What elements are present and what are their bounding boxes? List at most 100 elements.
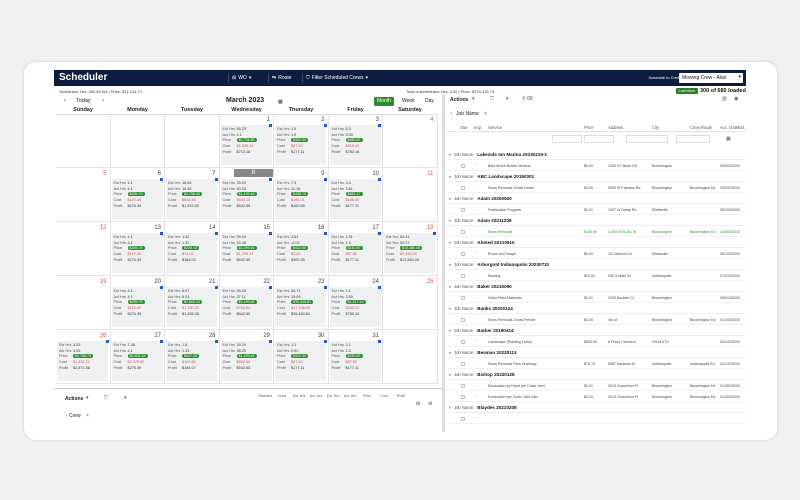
calendar-day-cell[interactable]: 25 [383,277,438,330]
calendar-day-cell[interactable]: 22 Est Hrs 39.29 Act Hrs 37.11 Price $1,199.46… [219,277,274,330]
job-row[interactable]: ☆ Snow Removal $100.00 2,000.00 $ 261 W Bloo… [446,226,746,237]
calendar-day-cell[interactable] [383,331,438,384]
day-summary[interactable]: Est Hrs 4.1 Act Hrs 4.1 Price $395.79 Cost $119… [111,179,163,219]
job-group-row[interactable]: ▾ Job Name: Barker 20190424 [446,325,746,336]
chevron-down-icon[interactable]: ▾ [448,371,452,377]
job-row[interactable]: ☆ Prune and Shape $0.00 101 Allwood Dr Ellet… [446,248,746,259]
day-summary[interactable]: Est Hrs 6.07 Act Hrs 6.03 Price $1,800.34 Cost… [166,287,217,327]
job-row[interactable]: ☆ Snow Removal–Snow Fester $0.00 5005 W Fai… [446,182,746,193]
day-summary[interactable]: Est Hrs 16.64 Act Hrs 16.45 Price $2,798.65 Co… [166,179,217,219]
job-group-row[interactable]: ▾ Job Name: Bishop 20220128 [446,369,746,380]
calendar-day-cell[interactable]: 27 Est Hrs 7.46 Act Hrs 4.1 Price $2,502.18 Cos… [110,331,165,384]
column-header[interactable]: Acc. Date [720,125,739,130]
day-summary[interactable]: Est Hrs 1.5 Act Hrs 1.33 Price $427.28 Cost $10… [166,341,217,381]
calendar-day-cell[interactable]: 14 Est Hrs 1.32 Act Hrs 1.32 Price $208.13 Cost… [165,223,220,276]
job-row[interactable]: ☆ Fertilization Program $0.00 1057 W Delap … [446,204,746,215]
calendar-day-cell[interactable]: 28 Est Hrs 1.5 Act Hrs 1.33 Price $427.28 Cost $… [165,331,220,384]
filter-icon[interactable]: ⛉ [490,96,494,102]
star-icon[interactable]: ☆ [474,339,478,343]
calendar-day-cell[interactable] [56,115,111,168]
column-header[interactable]: Est. [738,125,746,130]
calendar-day-cell[interactable]: 12 [56,223,111,276]
day-summary[interactable]: Est Hrs 7.46 Act Hrs 4.1 Price $2,502.18 Cost $… [111,341,163,381]
day-summary[interactable]: Est Hrs 3.4 Act Hrs 3.61 Price $552.17 Cost $18… [329,179,381,219]
calendar-day-cell[interactable]: 9 Est Hrs 7.9 Act Hrs 11.15 Price $438.75 Cost $… [274,169,329,222]
filter-crews-button[interactable]: ⛉ Filter Scheduled Crews ▾ [302,73,371,83]
star-icon[interactable]: ☆ [474,416,478,420]
chevron-right-icon[interactable]: › [102,98,104,104]
star-icon[interactable]: ☆ [474,273,478,277]
day-summary[interactable]: Est Hrs 3.03 Act Hrs 3.03 Price $4,758.75 Cost… [57,341,108,381]
star-icon[interactable]: ☆ [474,317,478,321]
column-header[interactable]: Address [608,125,624,130]
chevron-down-icon[interactable]: ▾ [472,96,475,102]
row-checkbox[interactable] [461,384,465,388]
calendar-day-cell[interactable]: 2 Est Hrs 1.9 Act Hrs 1.9 Price $302.00 Cost $97… [274,115,329,168]
calendar-day-cell[interactable]: 24 Est Hrs 2.1 Act Hrs 2.55 Price $1,317.13 Cos… [328,277,383,330]
chevron-down-icon[interactable]: ▾ [448,217,452,223]
calendar-icon[interactable]: ▦ [278,99,283,105]
calendar-day-cell[interactable]: 7 Est Hrs 16.64 Act Hrs 16.45 Price $2,798.65 C… [165,169,220,222]
calendar-day-cell[interactable] [110,115,165,168]
column-header[interactable]: Service [488,125,502,130]
price-filter-input[interactable] [584,135,614,143]
filter-icon[interactable]: ⛉ [104,395,108,401]
day-summary[interactable]: Est Hrs 39.29 Act Hrs 37.11 Price $1,199.46 Co… [220,287,272,327]
calendar-day-cell[interactable]: 15 Est Hrs 39.29 Act Hrs 40.45 Price $2,299.46… [219,223,274,276]
day-summary[interactable]: Est Hrs 2.1 Act Hrs 2.3 Price $240.87 Cost $97.… [329,341,381,381]
star-icon[interactable]: ☆ [474,251,478,255]
wo-dropdown[interactable]: ⊞ WO ▾ [228,73,254,83]
row-checkbox[interactable] [461,164,465,168]
star-icon[interactable]: ☆ [474,207,478,211]
calendar-day-cell[interactable]: 21 Est Hrs 6.07 Act Hrs 6.03 Price $1,800.34 Co… [165,277,220,330]
job-group-row[interactable]: ▾ Job Name: Adam 20211208 [446,215,746,226]
job-group-row[interactable]: ▾ Job Name: Adam 20200920 [446,193,746,204]
calendar-day-cell[interactable]: 31 Est Hrs 2.1 Act Hrs 2.3 Price $240.87 Cost $9… [328,331,383,384]
city-filter-input[interactable] [676,135,710,143]
star-icon[interactable]: ☆ [474,295,478,299]
day-summary[interactable]: Est Hrs 55.23 Act Hrs 4.1 Price $3,794.85 Cost… [220,125,272,165]
job-group-row[interactable]: ▾ Job Name: ABC Landscape 20190301 [446,171,746,182]
chevron-down-icon[interactable]: ▾ [124,395,127,401]
calendar-day-cell[interactable]: 29 Est Hrs 39.29 Act Hrs 38.20 Price $1,199.46… [219,331,274,384]
job-row[interactable]: ☆ Mowing $20.00 200 S Main St Indianapolis 07… [446,270,746,281]
day-summary[interactable]: Est Hrs 3.61 Act Hrs -0.02 Price $402.00 Cost $… [275,233,326,273]
calendar-day-cell[interactable]: 18 Est Hrs 54.41 Act Hrs 52.27 Price $15,380.0… [383,223,438,276]
chevron-down-icon[interactable]: ▾ [86,395,89,401]
column-header[interactable]: Imp [474,125,481,130]
day-summary[interactable]: Est Hrs 39.29 Act Hrs 40.26 Price $1,199.46 Co… [220,179,272,219]
right-actions-menu[interactable]: Actions [450,97,469,103]
star-icon[interactable]: ☆ [474,163,478,167]
row-checkbox[interactable] [461,230,465,234]
chevron-down-icon[interactable]: ▾ [448,261,452,267]
chevron-down-icon[interactable]: ▾ [506,96,509,102]
job-group-row[interactable]: ▾ Job Name: Arborgold Indianapolis 2023073… [446,259,746,270]
calendar-day-cell[interactable]: 23 Est Hrs 34.71 Act Hrs 15.09 Price $30,446.8… [274,277,329,330]
chevron-down-icon[interactable]: ▾ [448,327,452,333]
row-checkbox[interactable] [461,186,465,190]
job-group-row[interactable]: ▾ Job Name: Blaydes 20210208 [446,402,746,413]
calendar-day-cell[interactable]: 8 Est Hrs 39.29 Act Hrs 40.26 Price $1,199.46 C… [219,169,274,222]
job-row[interactable]: ☆ Bark Mulch Bustle Medium $0.00 1000 S Fai… [446,160,746,171]
calendar-day-cell[interactable]: 3 Est Hrs 8.3 Act Hrs 5.35 Price $960.87 Cost $3… [328,115,383,168]
day-summary[interactable]: Est Hrs 7.9 Act Hrs 11.15 Price $438.75 Cost $1… [275,179,326,219]
job-row[interactable]: ☆ Snow Removal–Snow Feeder $0.00 3rd st Bloo… [446,314,746,325]
job-row[interactable]: ☆ Excavation by Hand per Cubic Yard $0.00 2… [446,380,746,391]
column-header[interactable]: Crew Route [690,125,713,130]
calendar-day-cell[interactable]: 10 Est Hrs 3.4 Act Hrs 3.61 Price $552.17 Cost $… [328,169,383,222]
day-summary[interactable]: Est Hrs 39.29 Act Hrs 40.45 Price $2,299.46 Co… [220,233,272,273]
job-row[interactable]: ☆ Snow Removal Plow Driveway $75.75 5587 Me… [446,358,746,369]
add-icon[interactable]: ⊞ [416,401,421,407]
star-icon[interactable]: ☆ [474,383,478,387]
settings-icon[interactable]: ⚙ [428,401,433,407]
crew-select[interactable]: Mowing Crew - Alan [679,73,743,83]
close-icon[interactable]: × [86,413,89,419]
row-checkbox[interactable] [461,417,465,421]
day-summary[interactable]: Est Hrs 1.9 Act Hrs 1.9 Price $302.00 Cost $97.… [275,125,326,165]
chevron-down-icon[interactable]: ▾ [448,239,452,245]
star-icon[interactable]: ☆ [474,229,478,233]
panel-splitter[interactable] [442,94,445,432]
chevron-down-icon[interactable]: ▾ [448,404,452,410]
columns-icon[interactable]: ▥ [722,96,727,102]
calendar-day-cell[interactable] [165,115,220,168]
